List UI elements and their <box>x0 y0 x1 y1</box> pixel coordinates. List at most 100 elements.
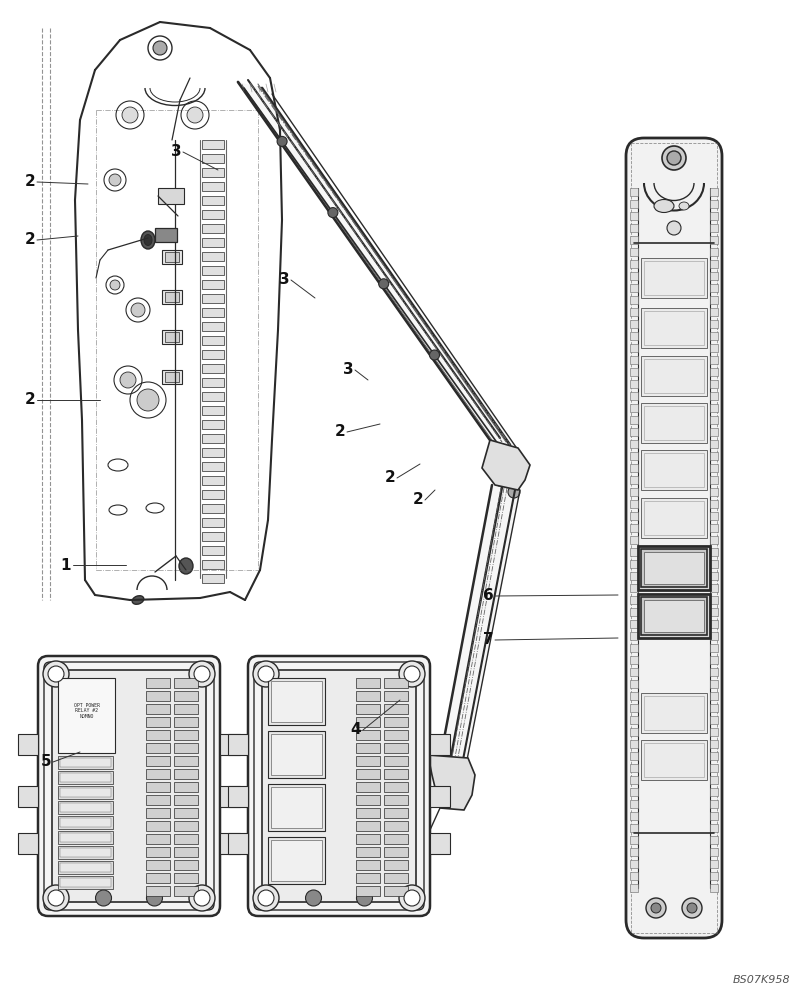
Bar <box>384 730 408 740</box>
Bar <box>174 860 198 870</box>
Bar <box>202 476 224 485</box>
Bar <box>630 404 638 412</box>
Bar <box>641 597 707 635</box>
Bar <box>202 462 224 471</box>
Bar <box>710 488 718 496</box>
Bar <box>384 873 408 883</box>
Bar <box>630 548 638 556</box>
Bar <box>641 356 707 396</box>
Bar <box>630 536 638 544</box>
Bar <box>174 704 198 714</box>
Bar <box>174 886 198 896</box>
Bar <box>630 632 638 640</box>
Bar <box>710 560 718 568</box>
Bar <box>202 378 224 387</box>
Circle shape <box>258 666 274 682</box>
Bar <box>630 572 638 580</box>
Circle shape <box>146 890 162 906</box>
Bar <box>356 886 380 896</box>
Bar <box>384 860 408 870</box>
Bar <box>630 248 638 256</box>
Circle shape <box>328 208 338 218</box>
Bar <box>146 704 170 714</box>
Text: 1: 1 <box>61 558 71 572</box>
Bar <box>174 834 198 844</box>
Bar <box>710 608 718 616</box>
Bar <box>630 476 638 484</box>
Bar <box>630 716 638 724</box>
Polygon shape <box>440 485 520 765</box>
Bar <box>202 350 224 359</box>
Bar <box>174 730 198 740</box>
Bar <box>202 448 224 457</box>
Bar <box>60 863 111 872</box>
Bar <box>146 873 170 883</box>
Bar <box>202 420 224 429</box>
Bar <box>710 536 718 544</box>
Bar <box>710 320 718 328</box>
Bar <box>202 518 224 527</box>
Circle shape <box>379 279 389 289</box>
Bar <box>630 668 638 676</box>
Bar <box>174 743 198 753</box>
Bar <box>146 756 170 766</box>
Bar <box>630 344 638 352</box>
Bar <box>174 756 198 766</box>
Bar <box>630 728 638 736</box>
Bar <box>630 740 638 748</box>
Bar <box>60 758 111 767</box>
Bar <box>146 717 170 727</box>
Bar <box>630 656 638 664</box>
Bar <box>430 734 450 755</box>
Bar <box>710 260 718 268</box>
Bar <box>202 406 224 415</box>
Text: 2: 2 <box>24 232 36 247</box>
Bar <box>268 678 325 725</box>
Bar <box>202 574 224 583</box>
Circle shape <box>399 885 425 911</box>
Circle shape <box>95 890 112 906</box>
Bar <box>710 428 718 436</box>
Bar <box>630 800 638 808</box>
Circle shape <box>496 448 512 464</box>
Bar <box>202 560 224 569</box>
Bar <box>174 795 198 805</box>
Bar <box>641 258 707 298</box>
Bar <box>710 788 718 796</box>
Bar <box>644 600 704 632</box>
Bar <box>710 284 718 292</box>
Bar <box>146 808 170 818</box>
Circle shape <box>110 280 120 290</box>
Bar <box>202 154 224 163</box>
Circle shape <box>189 661 215 687</box>
Bar <box>630 884 638 892</box>
Bar <box>202 322 224 331</box>
Bar <box>710 212 718 220</box>
Bar <box>710 776 718 784</box>
Bar <box>630 812 638 820</box>
Bar <box>630 560 638 568</box>
Bar <box>630 584 638 592</box>
Circle shape <box>122 107 138 123</box>
Bar <box>710 692 718 700</box>
Circle shape <box>48 666 64 682</box>
Ellipse shape <box>179 558 193 574</box>
Bar <box>174 808 198 818</box>
Bar <box>356 730 380 740</box>
Bar <box>146 795 170 805</box>
Bar <box>356 873 380 883</box>
Circle shape <box>189 885 215 911</box>
Bar <box>58 801 113 814</box>
Circle shape <box>258 890 274 906</box>
Bar <box>710 668 718 676</box>
Bar <box>644 453 704 487</box>
Bar <box>710 416 718 424</box>
Bar <box>630 620 638 628</box>
Bar <box>384 743 408 753</box>
Bar <box>268 784 325 831</box>
Bar <box>202 490 224 499</box>
Bar <box>710 464 718 472</box>
Bar <box>174 782 198 792</box>
Bar <box>356 691 380 701</box>
Bar <box>630 212 638 220</box>
